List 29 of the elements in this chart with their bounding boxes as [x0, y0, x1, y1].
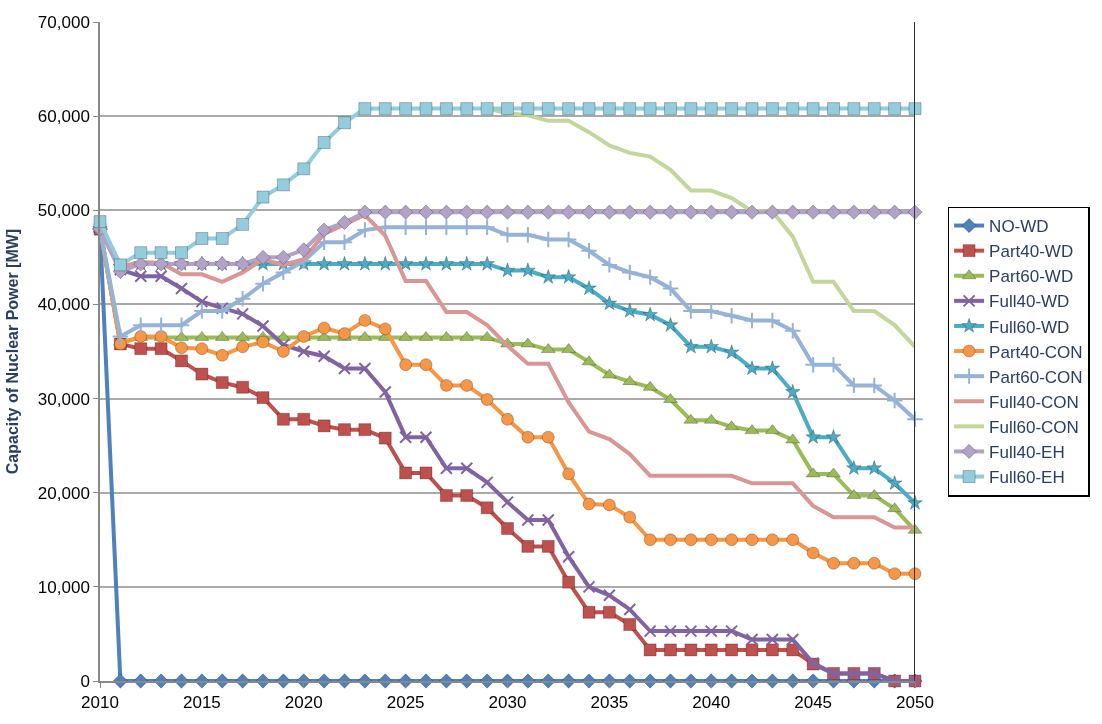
y-tick-label: 20,000	[37, 483, 90, 503]
x-tick-label: 2015	[182, 693, 221, 713]
x-tick-label: 2035	[590, 693, 629, 713]
x-tick-label: 2025	[386, 693, 425, 713]
legend-label: Part40-CON	[989, 342, 1083, 362]
y-tick-label: 70,000	[37, 12, 90, 32]
x-tick-label: 2030	[488, 693, 527, 713]
legend-label: Full60-CON	[989, 417, 1079, 437]
x-tick-label: 2050	[896, 693, 934, 713]
y-tick-label: 60,000	[37, 107, 90, 127]
x-tick-label: 2020	[284, 693, 323, 713]
legend-label: Part60-CON	[989, 367, 1083, 387]
x-tick-label: 2040	[692, 693, 731, 713]
x-tick-label: 2045	[794, 693, 833, 713]
y-tick-label: 50,000	[37, 201, 90, 221]
y-tick-label: 0	[80, 671, 90, 691]
x-tick-label: 2010	[81, 693, 119, 713]
y-tick-label: 30,000	[37, 389, 90, 409]
y-tick-label: 40,000	[37, 295, 90, 315]
legend-label: Part60-WD	[989, 267, 1074, 287]
legend-label: Full40-WD	[989, 292, 1070, 312]
legend-label: NO-WD	[989, 217, 1049, 237]
y-tick-label: 10,000	[37, 577, 90, 597]
legend-label: Full40-EH	[989, 443, 1065, 463]
legend-label: Full60-EH	[989, 468, 1065, 488]
legend-label: Full40-CON	[989, 392, 1079, 412]
legend-label: Full60-WD	[989, 317, 1070, 337]
y-axis-title: Capacity of Nuclear Power [MW]	[4, 228, 22, 475]
legend-label: Part40-WD	[989, 242, 1074, 262]
